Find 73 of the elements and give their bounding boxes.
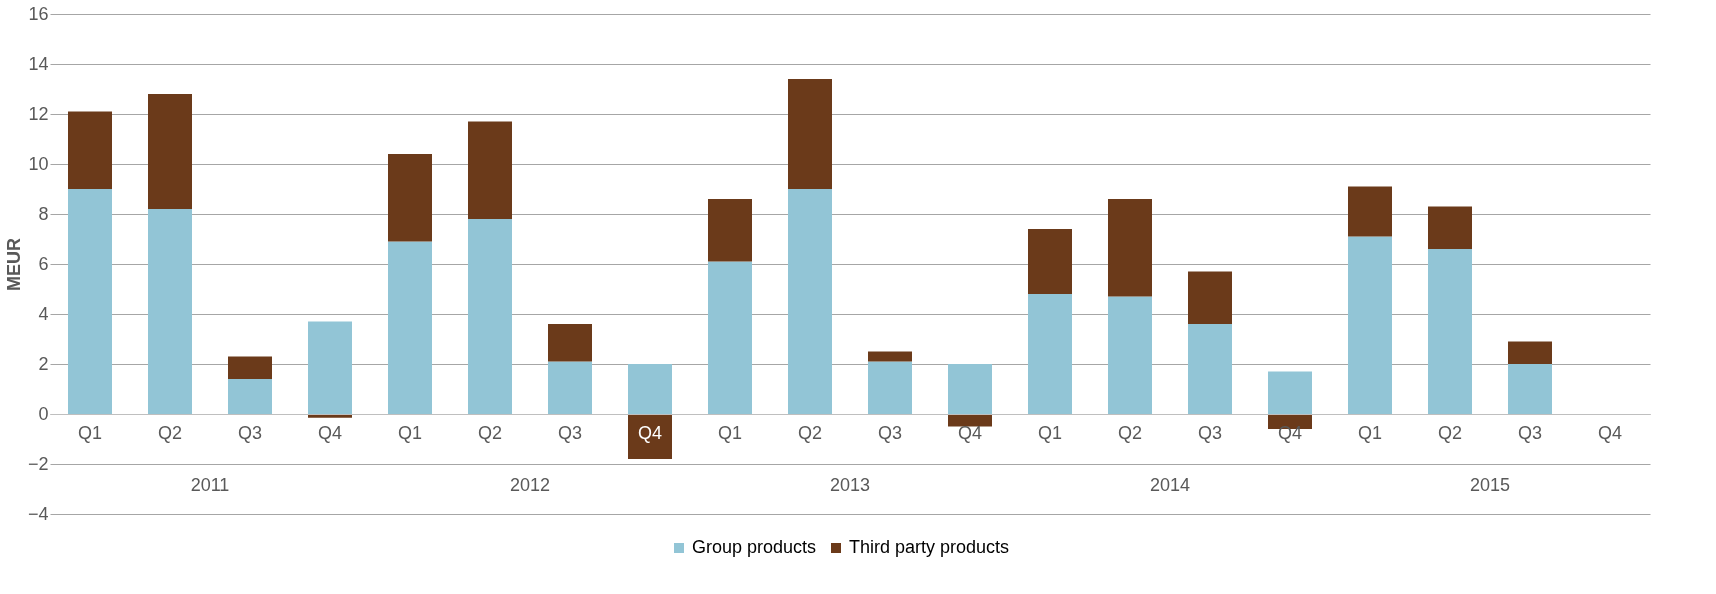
x-tick-label: Q2 — [1437, 422, 1463, 443]
x-tick-label: Q1 — [717, 422, 743, 443]
bar — [1028, 229, 1072, 294]
bar — [68, 189, 112, 414]
y-tick-label: 14 — [28, 53, 49, 74]
x-tick-label: Q1 — [1357, 422, 1383, 443]
y-tick-label: 8 — [38, 203, 49, 224]
x-tick-label: Q1 — [397, 422, 423, 443]
y-tick-label: −2 — [27, 453, 49, 474]
bar — [148, 94, 192, 209]
y-tick-label: 6 — [38, 253, 49, 274]
x-tick-label: Q2 — [157, 422, 183, 443]
bar — [468, 121, 512, 219]
annotation: 2015 — [1469, 475, 1511, 495]
annotation: 2011 — [190, 475, 230, 495]
bar — [708, 199, 752, 262]
bar — [1268, 371, 1312, 414]
bar — [948, 364, 992, 414]
x-tick-label: Q3 — [1197, 422, 1223, 443]
y-tick-label: 0 — [38, 403, 49, 424]
bar — [68, 111, 112, 189]
bar — [948, 414, 992, 427]
x-tick-label: Q1 — [1037, 422, 1063, 443]
bar — [388, 241, 432, 414]
y-tick-label: 4 — [38, 303, 49, 324]
annotation: 2013 — [829, 475, 871, 495]
legend-label: Group products — [692, 537, 817, 557]
x-tick-label: Q1 — [77, 422, 103, 443]
bar — [228, 379, 272, 414]
bar — [388, 154, 432, 242]
bar — [1508, 364, 1552, 414]
bar — [1508, 341, 1552, 364]
bar — [868, 351, 912, 362]
annotation: 2014 — [1149, 475, 1191, 495]
x-tick-label: Q4 — [1597, 422, 1623, 443]
bar — [708, 261, 752, 414]
y-tick-label: 12 — [28, 103, 49, 124]
legend-label: Third party products — [849, 537, 1010, 557]
bar — [868, 361, 912, 414]
x-tick-label: Q2 — [477, 422, 503, 443]
y-tick-label: −4 — [27, 503, 49, 524]
annotation: 2012 — [509, 475, 551, 495]
x-tick-label: Q2 — [1117, 422, 1143, 443]
bar — [1348, 186, 1392, 237]
bar — [228, 356, 272, 379]
bar — [148, 209, 192, 414]
bar — [788, 189, 832, 414]
y-axis-title: MEUR — [3, 238, 24, 291]
bar — [1348, 236, 1392, 414]
bar — [548, 361, 592, 414]
bar — [788, 79, 832, 189]
bar — [308, 321, 352, 414]
bar — [1428, 249, 1472, 414]
bar — [1028, 294, 1072, 414]
x-tick-label: Q4 — [317, 422, 343, 443]
bar — [1188, 324, 1232, 414]
bar — [1188, 271, 1232, 324]
bar — [468, 219, 512, 414]
x-tick-label: Q3 — [877, 422, 903, 443]
x-tick-label: Q3 — [557, 422, 583, 443]
x-tick-label: Q3 — [1517, 422, 1543, 443]
x-tick-label: Q3 — [237, 422, 263, 443]
y-tick-label: 2 — [38, 353, 49, 374]
x-tick-label: Q4 — [637, 422, 663, 443]
bar — [628, 364, 672, 414]
bar — [1428, 206, 1472, 249]
bar — [1108, 296, 1152, 414]
bar — [548, 324, 592, 362]
y-tick-label: 16 — [28, 3, 49, 24]
bar — [1108, 199, 1152, 297]
x-tick-label: Q4 — [957, 422, 983, 443]
x-tick-label: Q2 — [797, 422, 823, 443]
y-tick-label: 10 — [28, 153, 49, 174]
